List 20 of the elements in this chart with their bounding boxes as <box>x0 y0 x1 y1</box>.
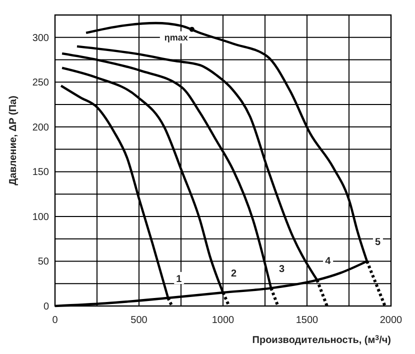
annotation: 5 <box>374 237 381 248</box>
annotation: 2 <box>231 268 237 280</box>
x-tick-label: 1000 <box>212 315 235 326</box>
y-tick-label: 250 <box>32 78 50 89</box>
x-tick-label: 500 <box>130 315 148 326</box>
x-axis-title: Производительность, (м$^{3}$/ч) <box>252 334 391 346</box>
x-tick-label: 2000 <box>380 315 403 326</box>
y-tick-label: 300 <box>32 32 50 44</box>
annotation: ηmax <box>164 32 188 42</box>
annotation: 4 <box>325 256 332 268</box>
y-axis-title: Давление, ΔP (Па) <box>8 96 19 186</box>
y-tick-label: 0 <box>43 302 50 312</box>
y-tick-label: 150 <box>32 167 50 178</box>
y-tick-label: 50 <box>38 256 50 268</box>
y-tick-label: 200 <box>32 122 50 134</box>
annotation: 1 <box>176 274 182 285</box>
annotation: 3 <box>279 264 286 276</box>
y-tick-label: 100 <box>32 212 50 223</box>
x-tick-label: 1500 <box>296 315 319 326</box>
x-tick-label: 0 <box>52 315 58 326</box>
